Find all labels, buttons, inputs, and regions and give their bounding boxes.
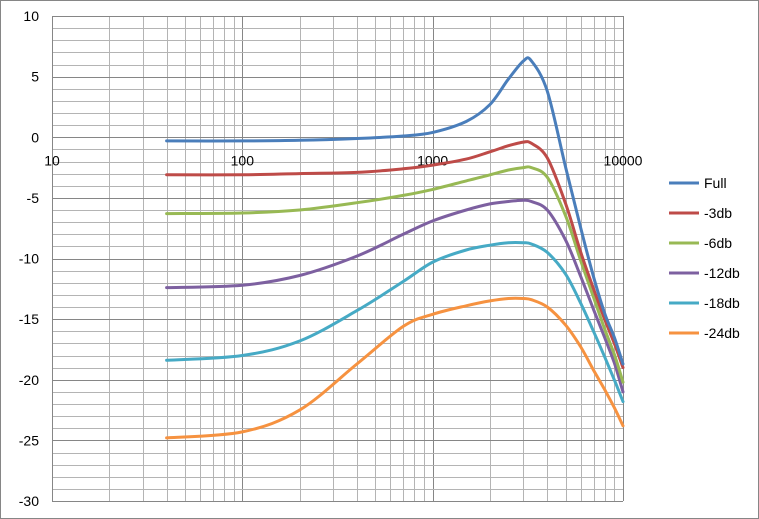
series-line-24db	[165, 296, 625, 440]
series-lines	[165, 56, 625, 440]
legend-label-12db: -12db	[704, 265, 740, 281]
series-line-18db	[165, 240, 625, 404]
legend-label-18db: -18db	[704, 295, 740, 311]
legend: Full -3db -6db -12db -18db -24db	[669, 175, 740, 341]
y-tick-label: 0	[31, 129, 39, 145]
y-tick-label: 5	[31, 69, 39, 85]
y-tick-label: -15	[19, 311, 39, 327]
plot-area	[52, 16, 623, 501]
y-tick-label: 10	[23, 8, 39, 24]
x-tick-label: 100	[231, 152, 255, 168]
y-tick-label: -30	[19, 493, 39, 509]
legend-label-24db: -24db	[704, 325, 740, 341]
legend-label-6db: -6db	[704, 235, 732, 251]
y-tick-label: -25	[19, 432, 39, 448]
x-tick-label: 10	[44, 152, 60, 168]
series-line-3db	[165, 140, 625, 370]
y-tick-label: -10	[19, 251, 39, 267]
y-axis-tick-labels: 10 5 0 -5 -10 -15 -20 -25 -30	[19, 8, 39, 509]
plot-grid	[52, 16, 624, 502]
series-line-full	[165, 56, 625, 366]
y-tick-label: -20	[19, 372, 39, 388]
y-tick-label: -5	[27, 190, 40, 206]
legend-label-full: Full	[704, 175, 727, 191]
series-line-12db	[165, 198, 625, 394]
legend-label-3db: -3db	[704, 205, 732, 221]
series-line-6db	[165, 165, 625, 384]
x-tick-label: 10000	[604, 152, 643, 168]
